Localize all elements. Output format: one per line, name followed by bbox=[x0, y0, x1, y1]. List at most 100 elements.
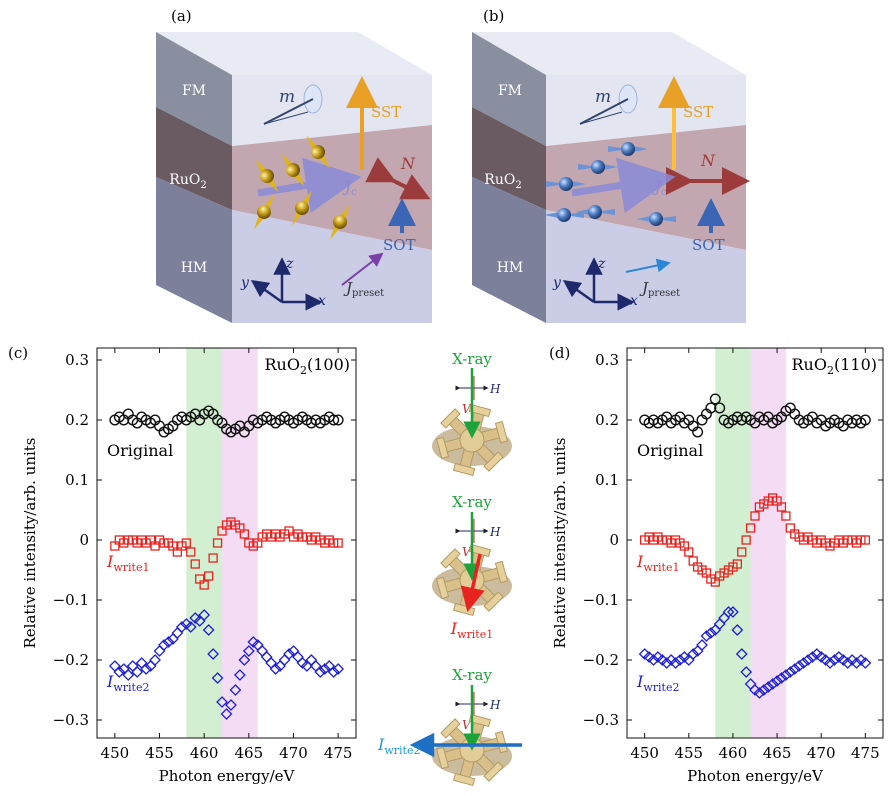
series-iwrite2 bbox=[638, 606, 872, 699]
chart-title: RuO2(110) bbox=[792, 355, 878, 377]
data-point bbox=[233, 669, 246, 681]
data-point bbox=[318, 663, 331, 675]
data-point bbox=[181, 538, 191, 548]
data-point bbox=[269, 663, 282, 675]
data-point bbox=[687, 648, 700, 660]
panel-label-d: (d) bbox=[549, 344, 570, 362]
data-point bbox=[841, 657, 854, 669]
data-point bbox=[762, 681, 775, 693]
jpreset-label: Jpreset bbox=[639, 279, 680, 299]
data-point bbox=[212, 538, 223, 548]
spin-arrow-tail bbox=[608, 146, 628, 152]
h-label: H bbox=[489, 525, 501, 539]
series-iwrite1 bbox=[110, 517, 343, 590]
data-point bbox=[757, 684, 770, 696]
spin-ball bbox=[260, 169, 274, 183]
star-arm-cap bbox=[483, 591, 504, 612]
series-iwrite1 bbox=[640, 493, 870, 587]
spin-ball bbox=[333, 215, 347, 229]
spin-ball bbox=[621, 142, 635, 156]
y-tick-label: 0 bbox=[79, 531, 89, 549]
y-label: y bbox=[552, 275, 562, 291]
data-point bbox=[149, 654, 161, 666]
data-point bbox=[692, 426, 704, 438]
data-point bbox=[216, 696, 228, 708]
spin-in-plane-moment bbox=[608, 142, 648, 156]
data-point bbox=[171, 627, 184, 639]
data-point bbox=[771, 675, 783, 687]
v-label: V bbox=[462, 402, 472, 416]
x-tick-label: 475 bbox=[324, 744, 353, 762]
block-diagram-b: (b) FM RuO2 HM m SST N Jc SOT Jpreset z … bbox=[472, 7, 750, 323]
spin-up-moment bbox=[330, 204, 350, 240]
jc-label: Jc bbox=[342, 178, 357, 198]
spin-arrow-tail bbox=[656, 216, 676, 222]
y-tick-label: −0.3 bbox=[583, 711, 619, 729]
z-label: z bbox=[597, 256, 606, 272]
m-vector bbox=[579, 98, 629, 125]
data-point bbox=[824, 657, 836, 669]
spin-up-moment bbox=[255, 159, 279, 193]
data-point bbox=[208, 553, 218, 563]
label-original: Original bbox=[637, 441, 703, 460]
data-point bbox=[328, 414, 340, 426]
panel-label-b: (b) bbox=[483, 7, 504, 25]
star-arm-cap bbox=[494, 560, 509, 584]
data-point bbox=[153, 645, 166, 657]
spin-in-plane-moment bbox=[636, 212, 676, 226]
jpreset-label: Jpreset bbox=[343, 279, 384, 299]
data-point bbox=[700, 630, 713, 642]
data-point bbox=[731, 624, 744, 636]
hm-label: HM bbox=[497, 260, 524, 276]
ruo2-label: RuO2 bbox=[484, 172, 521, 191]
h-label: H bbox=[489, 698, 501, 712]
data-point bbox=[797, 657, 810, 669]
data-point bbox=[859, 657, 872, 669]
sample-star-shape bbox=[432, 403, 512, 477]
spin-up-moment bbox=[292, 190, 312, 226]
data-point bbox=[776, 502, 787, 512]
data-point bbox=[278, 654, 291, 666]
x-tick-label: 460 bbox=[719, 744, 748, 762]
x-tick-label: 475 bbox=[851, 744, 880, 762]
data-point bbox=[806, 651, 819, 663]
star-arm-cap bbox=[494, 420, 509, 444]
data-point bbox=[135, 657, 148, 669]
star-arm-cap bbox=[440, 408, 461, 429]
top-face bbox=[156, 32, 432, 75]
star-center bbox=[459, 427, 485, 453]
data-point bbox=[674, 654, 686, 666]
panel-label-a: (a) bbox=[171, 7, 192, 25]
data-point bbox=[784, 666, 797, 678]
sot-label: SOT bbox=[383, 236, 416, 254]
data-point bbox=[660, 657, 673, 669]
data-point bbox=[775, 672, 788, 684]
data-point bbox=[802, 654, 814, 666]
data-point bbox=[126, 660, 139, 672]
y-tick-label: −0.1 bbox=[583, 591, 619, 609]
m-vector-2 bbox=[263, 111, 309, 125]
data-point bbox=[242, 645, 255, 657]
star-arm-cap bbox=[435, 746, 450, 770]
data-point bbox=[696, 639, 708, 651]
iwrite2-label: Iwrite2 bbox=[377, 735, 420, 757]
star-arm-cap bbox=[435, 436, 450, 460]
plot-frame bbox=[626, 347, 884, 739]
y-tick-label: 0 bbox=[609, 531, 619, 549]
data-point bbox=[158, 639, 170, 651]
spin-arrow-tail bbox=[546, 181, 566, 187]
data-point bbox=[239, 529, 250, 539]
spin-group-a bbox=[254, 135, 350, 240]
data-point bbox=[737, 547, 747, 557]
data-point bbox=[327, 666, 340, 678]
x-tick-label: 450 bbox=[101, 744, 130, 762]
data-point bbox=[745, 523, 756, 533]
panel-label-c: (c) bbox=[8, 344, 28, 362]
y-tick-label: 0.1 bbox=[595, 471, 619, 489]
data-point bbox=[265, 657, 278, 669]
fm-side bbox=[472, 32, 546, 146]
data-point bbox=[305, 654, 318, 666]
m-label: m bbox=[279, 87, 295, 107]
jc-arrow bbox=[257, 157, 362, 214]
